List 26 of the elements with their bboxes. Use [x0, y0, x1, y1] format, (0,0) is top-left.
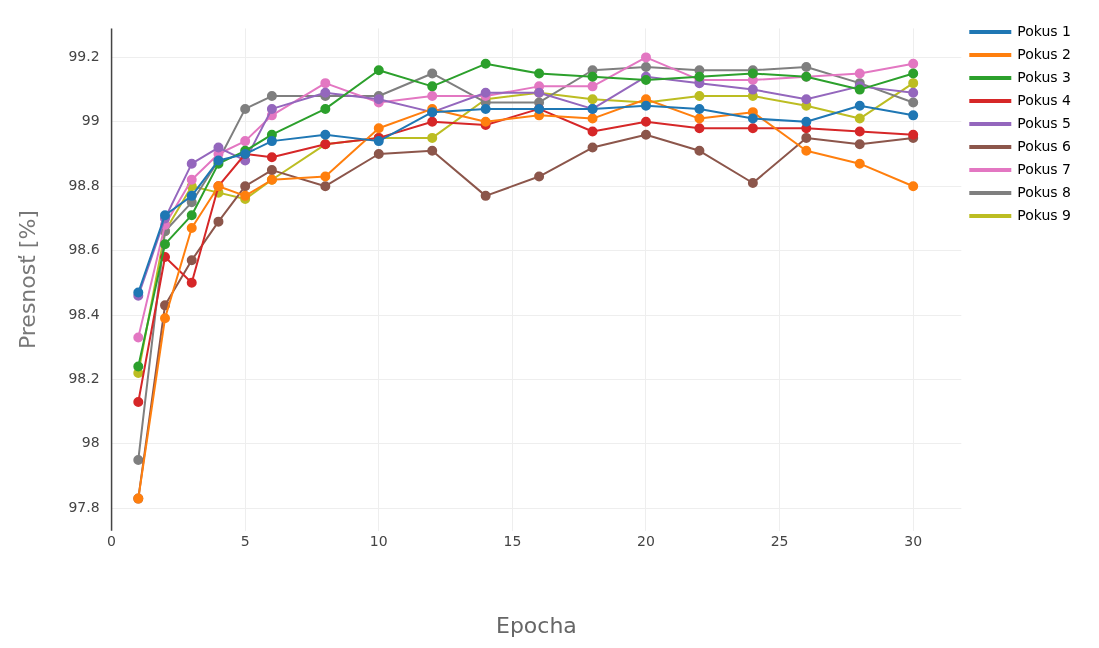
legend-label: Pokus 5 — [1017, 114, 1072, 131]
y-tick-label: 99.2 — [68, 48, 100, 65]
y-tick-label: 99 — [81, 112, 100, 129]
y-tick-label: 98.4 — [68, 305, 100, 322]
y-tick-label: 98.8 — [68, 176, 100, 193]
x-tick-label: 15 — [503, 532, 522, 549]
x-tick-label: 10 — [369, 532, 388, 549]
y-tick-label: 98.2 — [68, 370, 100, 387]
legend-label: Pokus 1 — [1017, 22, 1072, 39]
x-axis-title: Epocha — [496, 612, 577, 638]
y-tick-label: 97.8 — [68, 498, 100, 515]
legend-label: Pokus 4 — [1017, 91, 1072, 108]
x-tick-label: 0 — [107, 532, 117, 549]
legend-label: Pokus 9 — [1017, 206, 1072, 223]
legend-label: Pokus 3 — [1017, 68, 1072, 85]
y-tick-label: 98 — [81, 434, 100, 451]
x-tick-label: 5 — [240, 532, 250, 549]
x-tick-label: 25 — [770, 532, 789, 549]
y-tick-label: 98.6 — [68, 241, 100, 258]
x-tick-label: 30 — [904, 532, 923, 549]
legend-label: Pokus 8 — [1017, 183, 1072, 200]
y-axis-title: Presnosť [%] — [14, 210, 40, 350]
legend-label: Pokus 7 — [1017, 160, 1072, 177]
legend-label: Pokus 6 — [1017, 137, 1072, 154]
x-tick-label: 20 — [637, 532, 655, 549]
legend-label: Pokus 2 — [1017, 45, 1072, 62]
